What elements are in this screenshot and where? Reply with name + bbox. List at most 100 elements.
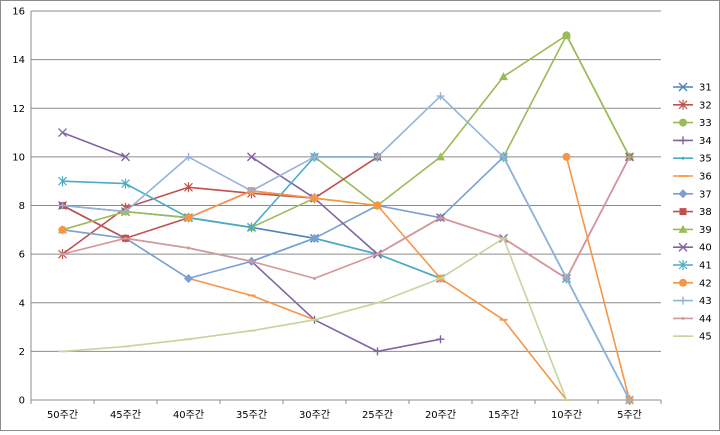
series-37 (58, 152, 634, 405)
series-line (440, 277, 568, 401)
series-34 (247, 257, 445, 356)
data-point (679, 136, 687, 145)
data-point (562, 152, 571, 161)
y-tick-label: 10 (12, 152, 25, 163)
data-point (499, 152, 508, 161)
legend-label: 41 (699, 261, 712, 272)
x-tick-label: 20주간 (425, 409, 456, 421)
data-point (562, 30, 571, 39)
legend-label: 38 (699, 207, 712, 218)
data-point (121, 178, 130, 189)
x-tick-label: 5주간 (617, 409, 642, 421)
series-line (62, 204, 441, 280)
series-44 (61, 155, 631, 280)
legend-item: 38 (673, 207, 712, 218)
series-43 (58, 92, 634, 404)
data-point (121, 152, 130, 162)
data-point (310, 233, 319, 243)
x-tick-label: 40주간 (173, 409, 204, 421)
x-tick-label: 25주간 (362, 409, 393, 421)
data-point (499, 72, 508, 81)
legend-item: 34 (673, 136, 712, 147)
data-point (681, 156, 685, 160)
data-point (184, 182, 193, 193)
legend-label: 36 (699, 172, 712, 183)
data-point (678, 82, 688, 92)
data-point (124, 236, 127, 240)
data-point (678, 242, 688, 252)
data-point (678, 260, 688, 270)
data-point (436, 152, 445, 161)
data-point (628, 155, 631, 159)
data-point (310, 194, 319, 203)
data-point (436, 335, 445, 344)
legend-item: 39 (673, 224, 712, 236)
legend-label: 39 (699, 225, 712, 236)
series-39 (58, 30, 634, 234)
y-tick-label: 16 (12, 7, 25, 18)
legend-item: 44 (673, 314, 712, 325)
x-tick-label: 10주간 (551, 409, 582, 421)
legend-item: 33 (673, 118, 712, 129)
series-line (62, 95, 631, 401)
data-point (373, 347, 382, 356)
data-point (678, 99, 688, 110)
legend-item: 40 (673, 243, 712, 254)
series-line (188, 277, 315, 321)
legend-item: 42 (673, 278, 712, 289)
data-point (679, 278, 687, 287)
legend-item: 36 (673, 172, 712, 183)
legend-label: 40 (699, 243, 712, 254)
series-45 (58, 237, 571, 401)
series-line (314, 156, 378, 207)
legend-label: 31 (699, 83, 712, 94)
y-tick-label: 6 (19, 250, 25, 261)
data-point (679, 208, 687, 216)
series-36 (184, 277, 571, 401)
data-point (247, 186, 256, 195)
y-tick-label: 8 (19, 201, 25, 212)
axes: 0 2 4 6 8 10 12 14 16 50주간 45주간 40주간 35주간 30주간 25주간 20주… (12, 7, 662, 421)
data-point (58, 201, 67, 210)
legend-item: 45 (673, 332, 712, 343)
legend-label: 42 (699, 278, 712, 289)
series-line (62, 131, 126, 158)
data-point (58, 176, 67, 187)
data-point (187, 246, 190, 250)
legend-item: 32 (673, 99, 712, 111)
legend-item: 43 (673, 296, 712, 307)
data-point (250, 259, 253, 263)
data-point (247, 222, 256, 233)
series-line (502, 34, 631, 158)
legend-label: 34 (699, 136, 712, 147)
series-line (250, 260, 441, 353)
data-point (678, 224, 688, 233)
legend-label: 35 (699, 154, 712, 165)
x-tick-label: 45주간 (110, 409, 141, 421)
data-point (373, 152, 382, 161)
legend-label: 45 (699, 332, 712, 343)
y-tick-label: 4 (19, 298, 25, 309)
data-point (58, 128, 67, 138)
legend-label: 33 (699, 118, 712, 129)
series-line (62, 156, 631, 280)
y-tick-label: 0 (19, 396, 25, 407)
data-point (439, 216, 442, 220)
data-point (565, 276, 568, 280)
series-33 (310, 31, 634, 210)
legend-item: 31 (673, 83, 712, 94)
data-point (58, 225, 67, 234)
y-tick-label: 2 (19, 347, 25, 358)
data-point (376, 252, 379, 256)
legend: 31 32 33 34 35 36 37 38 39 40 41 42 43 44 45 (673, 83, 712, 343)
legend-label: 43 (699, 296, 712, 307)
data-point (681, 316, 685, 320)
y-tick-label: 14 (12, 55, 25, 66)
series-line (565, 156, 631, 401)
data-point (61, 252, 64, 256)
y-tick-label: 12 (12, 104, 25, 115)
data-point (679, 118, 687, 127)
data-point (625, 396, 634, 404)
